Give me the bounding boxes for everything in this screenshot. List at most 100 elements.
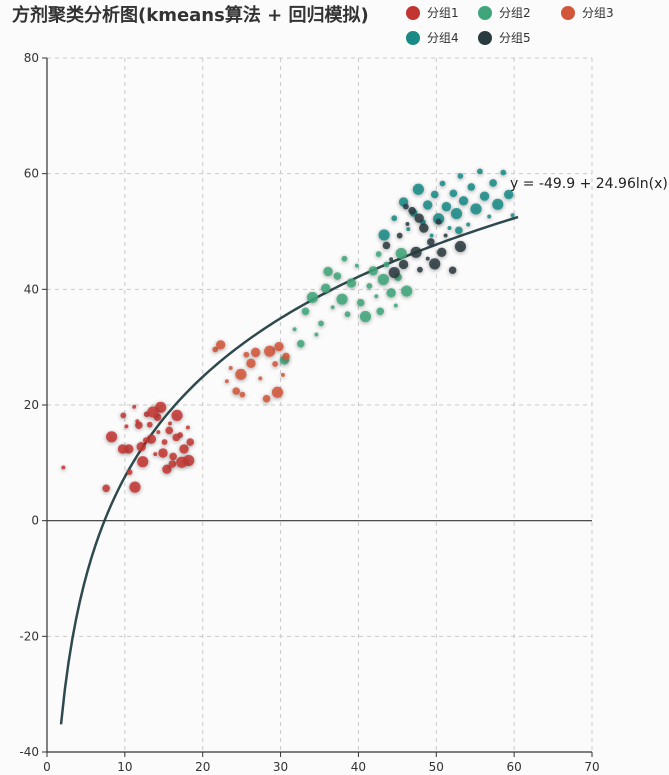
data-point[interactable] [136,441,146,452]
data-point[interactable] [215,340,226,350]
data-point[interactable] [391,215,398,222]
data-point[interactable] [448,266,457,275]
data-point[interactable] [368,266,378,276]
data-point[interactable] [389,257,394,262]
data-point[interactable] [430,190,439,199]
data-point[interactable] [406,227,411,232]
data-point[interactable] [171,409,183,422]
legend-item-5[interactable]: 分组5 [478,31,531,45]
data-point[interactable] [274,341,284,352]
data-point[interactable] [455,226,463,235]
data-point[interactable] [258,376,263,381]
data-point[interactable] [479,191,490,201]
data-point[interactable] [212,346,219,353]
data-point[interactable] [441,201,452,212]
data-point[interactable] [487,214,492,219]
data-point[interactable] [435,218,442,225]
data-point[interactable] [503,189,514,200]
data-point[interactable] [135,419,140,424]
data-point[interactable] [336,293,348,305]
data-point[interactable] [282,352,290,361]
data-point[interactable] [262,394,271,403]
data-point[interactable] [314,332,319,337]
data-point[interactable] [161,439,168,445]
data-point[interactable] [239,391,246,398]
data-point[interactable] [272,361,279,367]
data-point[interactable] [354,263,359,268]
data-point[interactable] [398,259,409,270]
data-point[interactable] [176,456,188,468]
data-point[interactable] [323,266,333,277]
data-point[interactable] [429,258,441,270]
data-point[interactable] [147,406,159,418]
data-point[interactable] [280,372,285,377]
data-point[interactable] [410,246,422,258]
data-point[interactable] [427,238,435,246]
data-point[interactable] [292,327,297,332]
data-point[interactable] [383,261,390,268]
data-point[interactable] [330,305,335,310]
data-point[interactable] [333,272,342,280]
data-point[interactable] [142,437,149,444]
data-point[interactable] [168,421,173,426]
data-point[interactable] [476,168,483,175]
data-point[interactable] [341,255,348,262]
data-point[interactable] [120,412,127,419]
data-point[interactable] [403,203,409,210]
legend-item-1[interactable]: 分组1 [406,6,459,20]
data-point[interactable] [450,207,463,220]
data-point[interactable] [168,460,177,468]
legend-item-2[interactable]: 分组2 [478,6,531,20]
data-point[interactable] [124,424,129,429]
data-point[interactable] [393,303,398,308]
data-point[interactable] [449,189,458,198]
data-point[interactable] [102,484,110,493]
data-point[interactable] [186,438,195,446]
data-point[interactable] [61,465,66,470]
data-point[interactable] [374,294,379,299]
data-point[interactable] [246,358,256,369]
data-point[interactable] [395,247,407,260]
legend[interactable]: 分组1 分组2 分组3 分组4 分组5 [406,6,614,45]
data-point[interactable] [153,452,158,457]
data-point[interactable] [162,464,172,474]
data-point[interactable] [382,241,391,250]
data-point[interactable] [271,386,284,398]
data-point[interactable] [417,266,423,273]
data-point[interactable] [359,310,372,323]
data-point[interactable] [429,233,434,238]
data-point[interactable] [423,200,433,210]
data-point[interactable] [106,431,118,443]
data-point[interactable] [185,425,190,430]
data-point[interactable] [492,198,504,210]
data-point[interactable] [172,433,181,442]
data-point[interactable] [235,368,247,380]
data-point[interactable] [467,183,476,191]
data-point[interactable] [376,307,385,316]
data-point[interactable] [437,247,447,258]
data-point[interactable] [454,240,467,253]
data-point[interactable] [232,387,240,395]
data-point[interactable] [396,232,403,239]
data-point[interactable] [228,365,233,370]
data-point[interactable] [405,221,410,226]
data-point[interactable] [386,288,396,298]
data-point[interactable] [301,307,310,316]
data-point[interactable] [129,481,141,493]
data-point[interactable] [408,206,416,215]
data-point[interactable] [466,222,471,227]
data-point[interactable] [377,273,389,286]
data-point[interactable] [179,444,189,454]
data-point[interactable] [414,213,424,223]
data-point[interactable] [318,320,324,327]
data-point[interactable] [470,203,482,215]
data-point[interactable] [412,183,424,195]
data-point[interactable] [243,351,250,358]
data-point[interactable] [458,196,469,206]
data-point[interactable] [510,213,515,218]
data-point[interactable] [117,444,128,454]
data-point[interactable] [137,456,149,468]
data-point[interactable] [401,285,413,297]
data-point[interactable] [489,179,497,187]
legend-item-3[interactable]: 分组3 [561,6,614,20]
